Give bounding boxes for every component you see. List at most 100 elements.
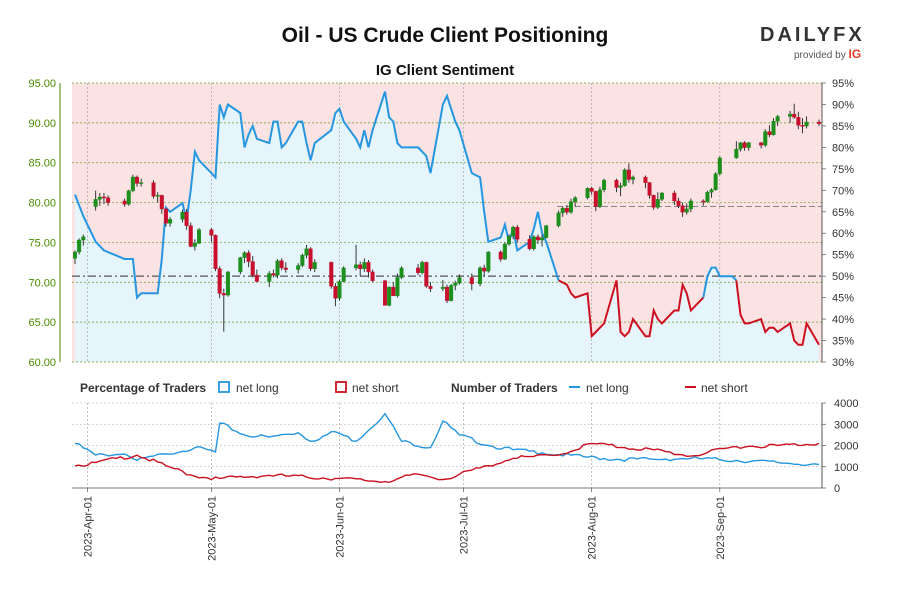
candle-up [93, 199, 98, 207]
candle-up [77, 239, 82, 253]
price-tick-label: 65.00 [28, 317, 56, 329]
candle-down [651, 195, 656, 208]
candle-down [498, 251, 503, 260]
price-tick-label: 95.00 [28, 78, 56, 90]
candle-up [449, 285, 454, 301]
candle-up [192, 243, 197, 247]
count-tick-label: 0 [834, 483, 840, 495]
percent-tick-label: 75% [832, 164, 854, 176]
candle-down [250, 261, 255, 276]
candle-down [151, 182, 156, 197]
percent-tick-label: 60% [832, 228, 854, 240]
date-tick-label: 2023-Aug-01 [587, 496, 599, 560]
legend-pct-short-label: net short [352, 381, 399, 395]
candle-up [304, 248, 309, 256]
candle-up [788, 113, 793, 117]
candle-up [746, 142, 751, 148]
candle-up [395, 277, 400, 297]
candle-down [614, 180, 619, 188]
candle-up [507, 235, 512, 245]
candle-up [341, 267, 346, 282]
candle-up [238, 257, 243, 273]
candle-up [387, 286, 392, 306]
candle-up [717, 157, 722, 175]
date-tick-label: 2023-Apr-01 [82, 496, 94, 557]
candle-up [275, 260, 280, 276]
date-tick-label: 2023-Sep-01 [715, 496, 727, 560]
candle-down [626, 169, 631, 180]
logo-ig: IG [848, 47, 862, 61]
candle-down [134, 176, 139, 184]
candle-down [564, 207, 569, 213]
candle-up [312, 262, 317, 269]
percent-tick-label: 30% [832, 357, 854, 369]
candle-up [267, 273, 272, 282]
candle-down [535, 236, 540, 241]
candle-up [713, 173, 718, 191]
candle-down [527, 239, 532, 250]
date-tick-label: 2023-Jul-01 [459, 496, 471, 554]
candle-up [168, 219, 173, 224]
candle-up [738, 142, 743, 150]
candle-down [428, 286, 433, 289]
candle-down [391, 286, 396, 297]
percent-tick-label: 35% [832, 336, 854, 348]
candle-up [688, 200, 693, 210]
percent-tick-label: 80% [832, 142, 854, 154]
candle-up [453, 282, 458, 286]
percent-tick-label: 50% [832, 271, 854, 283]
candle-down [254, 274, 259, 282]
legend-num-long-label: net long [586, 381, 629, 395]
candle-down [213, 235, 218, 269]
count-tick-label: 1000 [834, 462, 858, 474]
legend-pct-heading: Percentage of Traders [80, 381, 206, 395]
count-tick-label: 3000 [834, 419, 858, 431]
candle-up [300, 254, 305, 266]
candle-up [155, 195, 160, 197]
candle-down [416, 267, 421, 273]
candle-up [180, 211, 185, 220]
candle-up [440, 286, 445, 289]
percent-tick-label: 90% [832, 99, 854, 111]
candle-up [531, 236, 536, 250]
candle-down [333, 286, 338, 299]
candle-down [246, 252, 251, 262]
count-tick-label: 2000 [834, 441, 858, 453]
percent-tick-label: 45% [832, 293, 854, 305]
candle-up [139, 182, 144, 184]
candle-down [589, 188, 594, 192]
candle-down [680, 205, 685, 213]
count-tick-label: 4000 [834, 398, 858, 410]
dailyfx-logo: DAILYFX provided by IG [760, 24, 870, 64]
percent-tick-label: 55% [832, 250, 854, 262]
candle-up [225, 271, 230, 296]
candle-up [296, 265, 301, 270]
legend-pct-long-swatch [218, 381, 230, 393]
candle-down [792, 113, 797, 118]
candle-up [511, 227, 516, 237]
candle-down [759, 142, 764, 146]
candle-up [196, 229, 201, 244]
candle-down [469, 277, 474, 285]
candle-up [569, 201, 574, 213]
price-tick-label: 85.00 [28, 158, 56, 170]
legend-pct-short-swatch [335, 381, 347, 393]
candle-down [184, 211, 189, 226]
chart-title: Oil - US Crude Client Positioning [281, 24, 609, 47]
candle-down [188, 225, 193, 247]
candle-up [560, 207, 565, 214]
candle-down [482, 267, 487, 272]
candle-down [329, 262, 334, 287]
candle-down [271, 273, 276, 276]
candle-down [817, 121, 822, 124]
candle-down [122, 200, 127, 205]
candle-down [283, 267, 288, 270]
candle-up [602, 180, 607, 191]
candle-up [540, 237, 545, 241]
candle-down [163, 208, 168, 224]
candle-up [97, 196, 102, 200]
percent-tick-label: 70% [832, 185, 854, 197]
percent-net-short-line [558, 279, 705, 339]
candle-up [705, 192, 710, 202]
candle-up [709, 189, 714, 193]
